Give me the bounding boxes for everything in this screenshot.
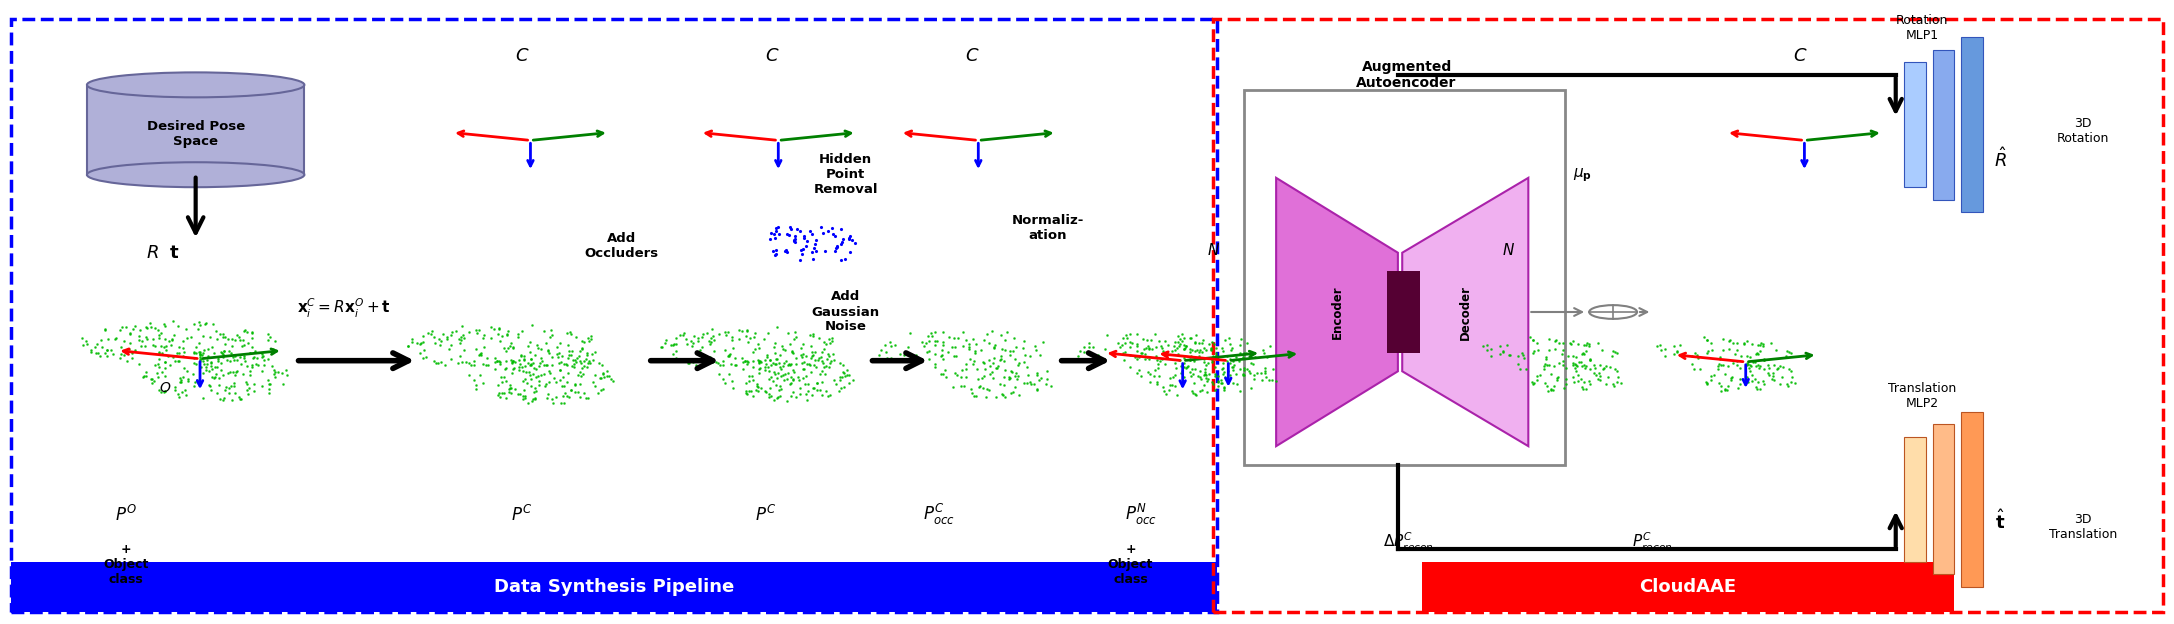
Text: Normaliz-
ation: Normaliz- ation [1011, 214, 1085, 241]
Text: 3D
Translation: 3D Translation [2048, 514, 2117, 541]
Text: CloudAAE: CloudAAE [1639, 578, 1737, 595]
Text: $\mu_{\mathbf{p}}$: $\mu_{\mathbf{p}}$ [1574, 166, 1591, 183]
Polygon shape [1276, 178, 1398, 446]
Text: 3D
Rotation: 3D Rotation [2057, 117, 2109, 145]
Text: $P^C_{recon}$: $P^C_{recon}$ [1633, 531, 1672, 555]
Text: Encoder: Encoder [1330, 285, 1344, 339]
Text: $N$: $N$ [1207, 241, 1220, 258]
Text: Add
Occluders: Add Occluders [585, 233, 659, 260]
Text: $\Delta P^C_{recon}$: $\Delta P^C_{recon}$ [1383, 531, 1435, 555]
FancyBboxPatch shape [1904, 437, 1926, 562]
FancyBboxPatch shape [1961, 37, 1983, 212]
Text: $C$: $C$ [515, 47, 528, 65]
Text: $\hat{R}$: $\hat{R}$ [1994, 147, 2007, 171]
Text: $P^O$: $P^O$ [115, 505, 137, 525]
Text: Data Synthesis Pipeline: Data Synthesis Pipeline [493, 578, 735, 595]
Polygon shape [1402, 178, 1528, 446]
Text: $P^N_{occ}$: $P^N_{occ}$ [1126, 502, 1157, 527]
Ellipse shape [87, 162, 304, 187]
Text: $P^C$: $P^C$ [754, 505, 776, 525]
Text: $P^C$: $P^C$ [511, 505, 533, 525]
Text: Decoder: Decoder [1459, 285, 1472, 339]
FancyBboxPatch shape [1422, 562, 1954, 612]
Text: $P^C_{occ}$: $P^C_{occ}$ [924, 502, 954, 527]
Text: Add
Gaussian
Noise: Add Gaussian Noise [811, 291, 880, 333]
FancyBboxPatch shape [1933, 50, 1954, 200]
Text: $\hat{\mathbf{t}}$: $\hat{\mathbf{t}}$ [1996, 509, 2004, 533]
Circle shape [1589, 305, 1637, 319]
Text: Hidden
Point
Removal: Hidden Point Removal [813, 154, 878, 196]
FancyBboxPatch shape [1904, 62, 1926, 187]
FancyBboxPatch shape [87, 85, 304, 175]
Text: +
Object
class: + Object class [1109, 544, 1152, 586]
Text: Desired Pose
Space: Desired Pose Space [146, 120, 246, 149]
FancyBboxPatch shape [1961, 412, 1983, 587]
Text: Augmented
Autoencoder: Augmented Autoencoder [1357, 60, 1457, 90]
Ellipse shape [87, 72, 304, 97]
Text: $N$: $N$ [1502, 241, 1515, 258]
Text: $C$: $C$ [765, 47, 778, 65]
Text: $O$: $O$ [159, 381, 172, 394]
Text: $\mathbf{x}_i^C = R\mathbf{x}_i^O + \mathbf{t}$: $\mathbf{x}_i^C = R\mathbf{x}_i^O + \mat… [296, 297, 391, 321]
Text: Rotation
MLP1: Rotation MLP1 [1896, 14, 1948, 42]
FancyBboxPatch shape [11, 562, 1217, 612]
Text: Translation
MLP2: Translation MLP2 [1887, 383, 1957, 410]
FancyBboxPatch shape [1933, 424, 1954, 574]
Text: $C$: $C$ [1794, 47, 1807, 65]
Text: $R$  $\mathbf{t}$: $R$ $\mathbf{t}$ [146, 244, 180, 261]
FancyBboxPatch shape [1387, 271, 1420, 353]
Text: +
Object
class: + Object class [104, 544, 148, 586]
Text: $C$: $C$ [965, 47, 978, 65]
